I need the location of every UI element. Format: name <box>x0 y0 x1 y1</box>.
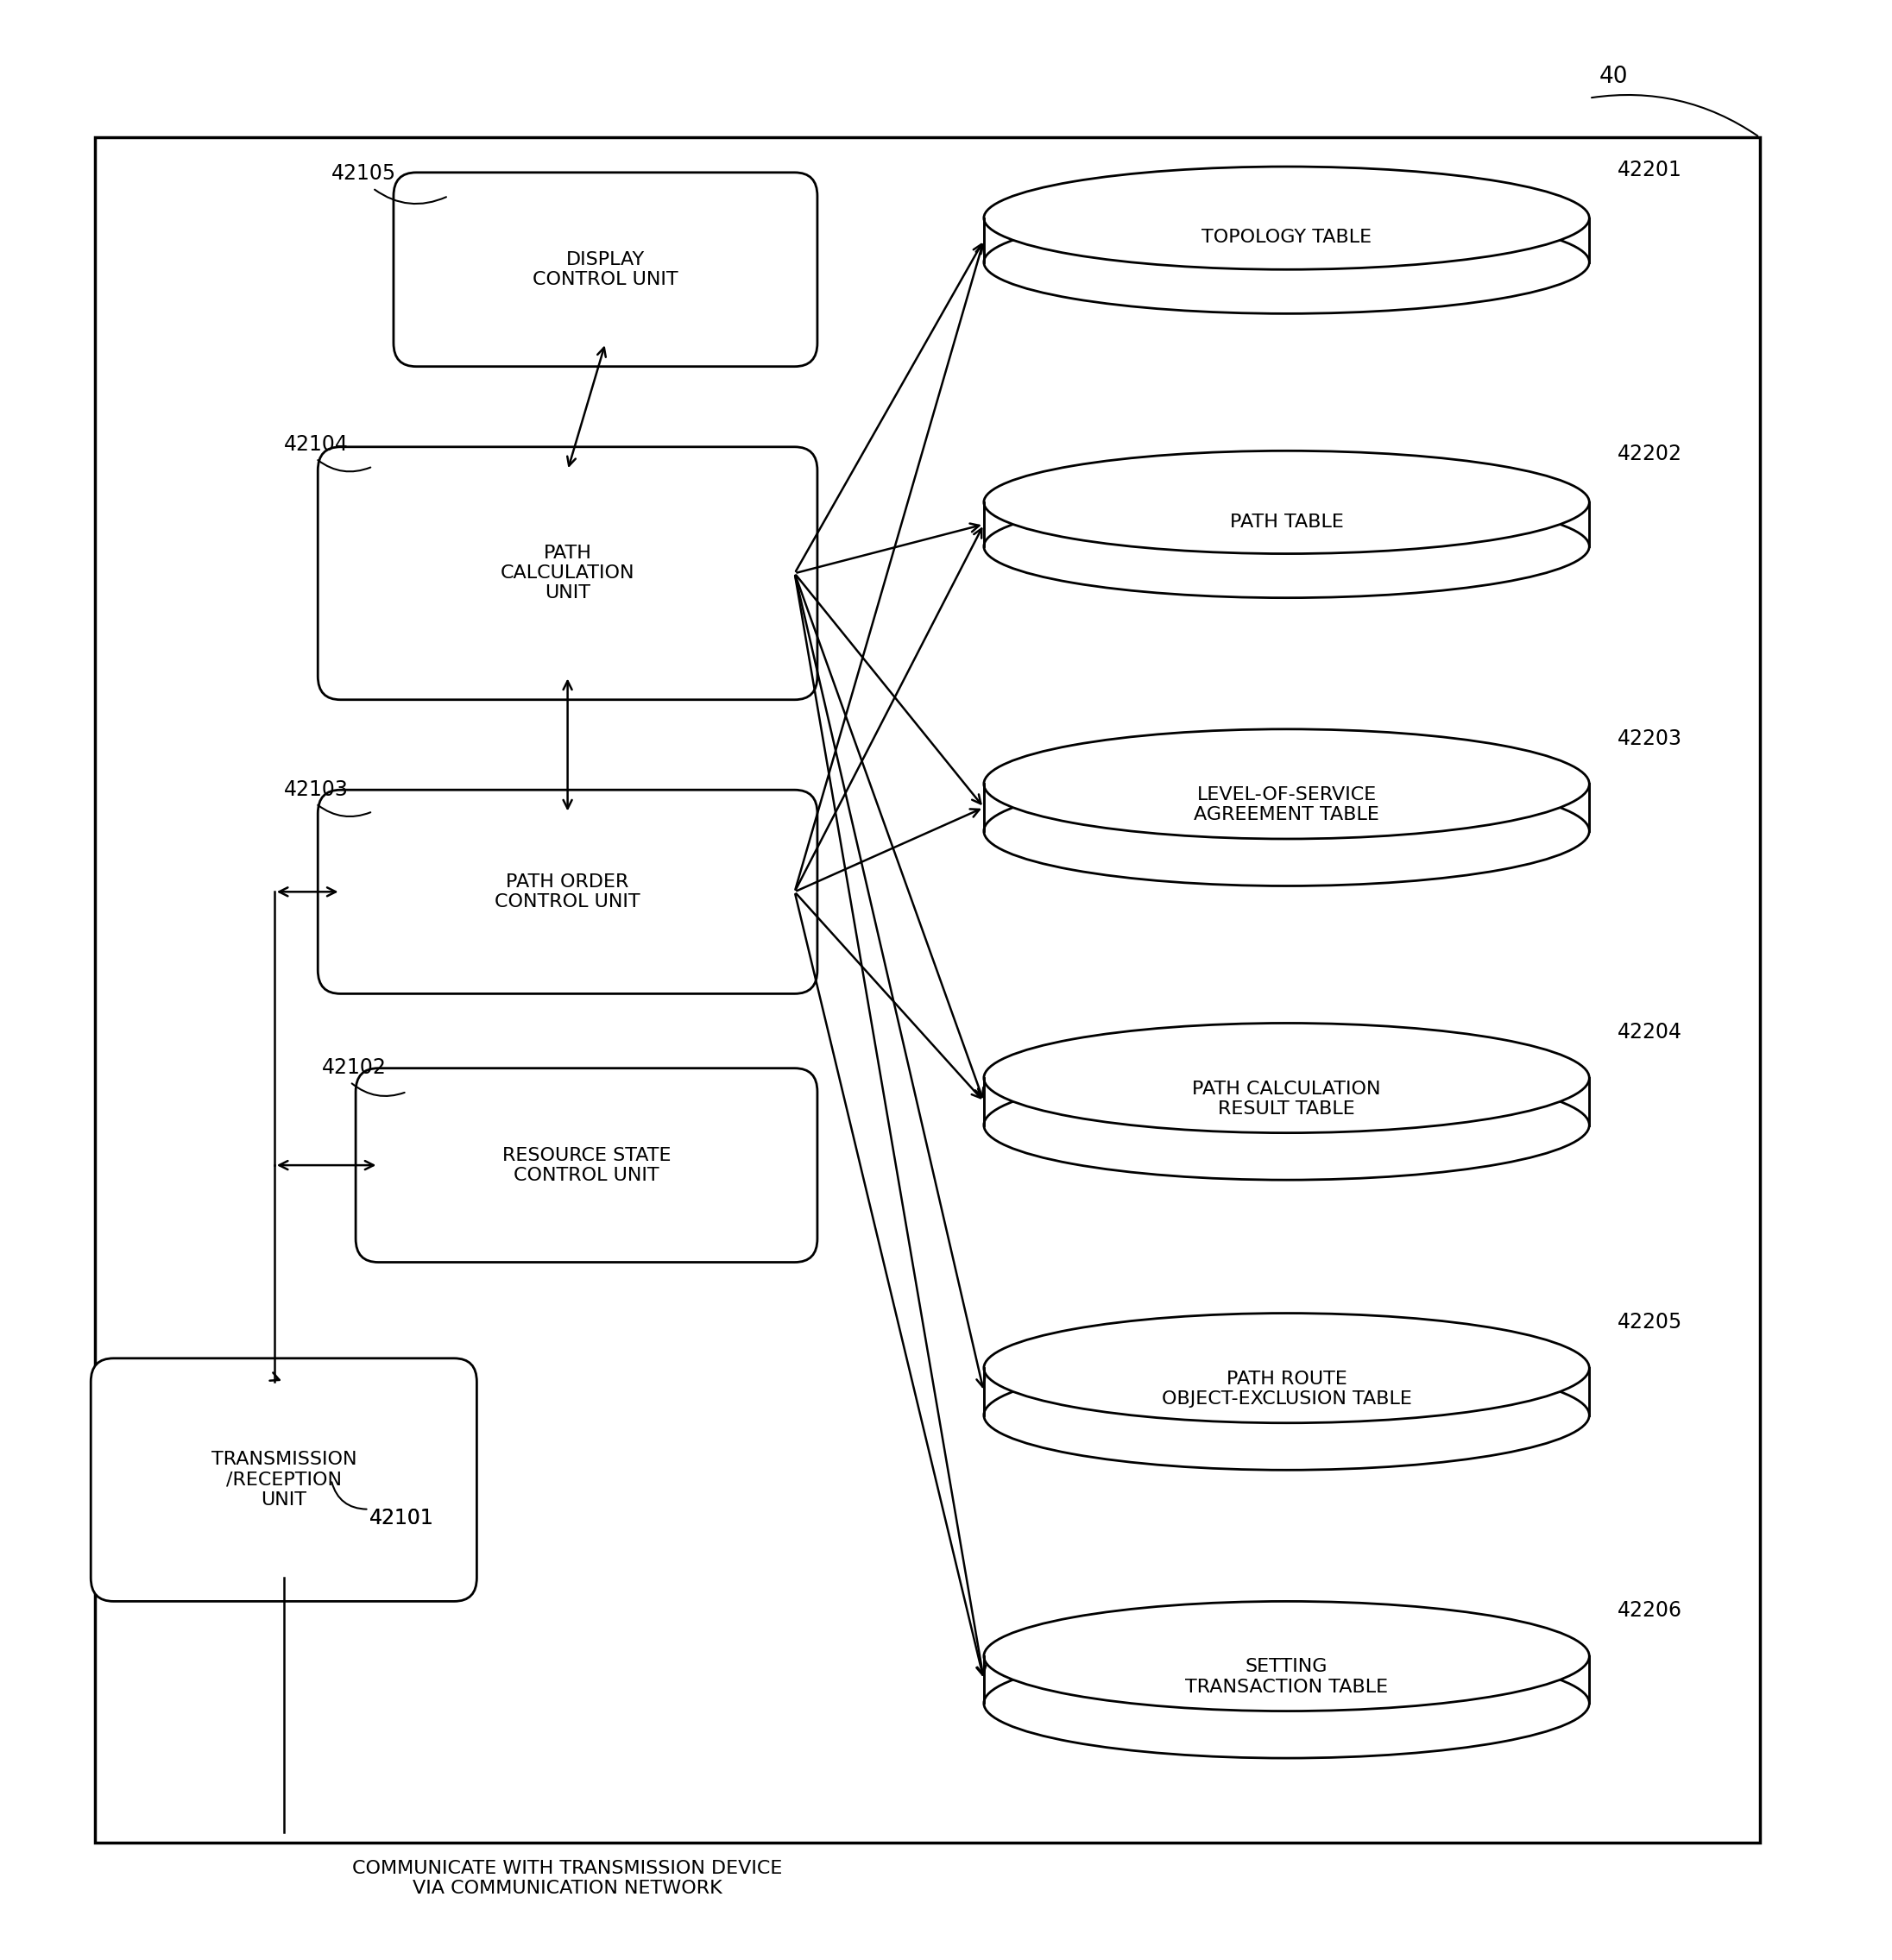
Ellipse shape <box>984 496 1589 598</box>
Text: PATH
CALCULATION
UNIT: PATH CALCULATION UNIT <box>501 545 634 602</box>
Text: 42101: 42101 <box>369 1507 433 1529</box>
Text: 42202: 42202 <box>1618 443 1682 465</box>
Ellipse shape <box>984 776 1589 886</box>
Ellipse shape <box>984 1648 1589 1758</box>
Text: 40: 40 <box>1599 67 1627 88</box>
Text: PATH CALCULATION
RESULT TABLE: PATH CALCULATION RESULT TABLE <box>1192 1080 1381 1117</box>
Bar <box>984 1368 1589 1415</box>
Bar <box>95 137 1760 1842</box>
Text: PATH ROUTE
OBJECT-EXCLUSION TABLE: PATH ROUTE OBJECT-EXCLUSION TABLE <box>1162 1370 1411 1407</box>
Ellipse shape <box>984 451 1589 555</box>
Text: COMMUNICATE WITH TRANSMISSION DEVICE
VIA COMMUNICATION NETWORK: COMMUNICATE WITH TRANSMISSION DEVICE VIA… <box>352 1860 783 1897</box>
Ellipse shape <box>984 1360 1589 1470</box>
Ellipse shape <box>984 212 1589 314</box>
Bar <box>984 1656 1589 1703</box>
FancyBboxPatch shape <box>91 1358 477 1601</box>
Text: 42105: 42105 <box>331 163 395 184</box>
Ellipse shape <box>984 1313 1589 1423</box>
Text: 42201: 42201 <box>1618 159 1682 180</box>
Text: 42101: 42101 <box>369 1507 433 1529</box>
Text: PATH ORDER
CONTROL UNIT: PATH ORDER CONTROL UNIT <box>496 872 639 911</box>
FancyBboxPatch shape <box>356 1068 817 1262</box>
Ellipse shape <box>984 167 1589 270</box>
Text: PATH TABLE: PATH TABLE <box>1230 514 1343 531</box>
Ellipse shape <box>984 1070 1589 1180</box>
Text: DISPLAY
CONTROL UNIT: DISPLAY CONTROL UNIT <box>534 251 677 288</box>
Bar <box>984 1078 1589 1125</box>
Text: 42206: 42206 <box>1618 1599 1682 1621</box>
Ellipse shape <box>984 1023 1589 1133</box>
Text: 42103: 42103 <box>284 778 348 800</box>
FancyBboxPatch shape <box>318 447 817 700</box>
Bar <box>984 784 1589 831</box>
Bar <box>984 502 1589 547</box>
Ellipse shape <box>984 729 1589 839</box>
FancyBboxPatch shape <box>318 790 817 994</box>
Text: RESOURCE STATE
CONTROL UNIT: RESOURCE STATE CONTROL UNIT <box>501 1147 672 1184</box>
Text: SETTING
TRANSACTION TABLE: SETTING TRANSACTION TABLE <box>1184 1658 1389 1695</box>
Bar <box>984 218 1589 263</box>
Text: TOPOLOGY TABLE: TOPOLOGY TABLE <box>1201 229 1372 247</box>
Text: LEVEL-OF-SERVICE
AGREEMENT TABLE: LEVEL-OF-SERVICE AGREEMENT TABLE <box>1194 786 1379 823</box>
Text: 42203: 42203 <box>1618 727 1682 749</box>
Text: 42102: 42102 <box>322 1056 386 1078</box>
Text: 42204: 42204 <box>1618 1021 1682 1043</box>
Text: 42104: 42104 <box>284 433 348 455</box>
Text: 42205: 42205 <box>1618 1311 1682 1333</box>
Ellipse shape <box>984 1601 1589 1711</box>
FancyBboxPatch shape <box>394 172 817 367</box>
Text: TRANSMISSION
/RECEPTION
UNIT: TRANSMISSION /RECEPTION UNIT <box>212 1450 356 1509</box>
